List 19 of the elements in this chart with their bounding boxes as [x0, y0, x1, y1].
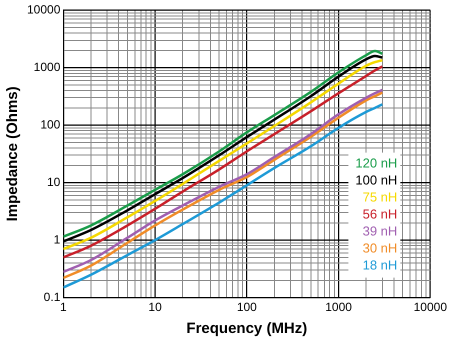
text: 75 nH — [362, 190, 398, 205]
text: 18 nH — [362, 258, 398, 273]
text: 120 nH — [355, 156, 398, 171]
x-tick-label: 10 — [148, 300, 162, 314]
x-tick-label: 1000 — [325, 300, 352, 314]
x-tick-label: 10000 — [414, 300, 448, 314]
text: 30 nH — [362, 240, 398, 256]
y-tick-label: 10 — [47, 174, 61, 189]
y-tick-label: 0.1 — [44, 290, 61, 304]
y-tick-label: 10000 — [26, 2, 61, 17]
y-axis-title: Impedance (Ohms) — [4, 86, 22, 222]
x-axis-title: Frequency (MHz) — [186, 320, 308, 338]
text: 56 nH — [362, 206, 398, 222]
y-tick-label: 1000 — [34, 60, 61, 74]
x-tick-label: 100 — [236, 300, 258, 314]
text: 100 nH — [355, 172, 398, 188]
y-tick-label: 100 — [40, 117, 61, 132]
y-tick-label: 1 — [54, 232, 61, 246]
text: 39 nH — [362, 224, 398, 239]
